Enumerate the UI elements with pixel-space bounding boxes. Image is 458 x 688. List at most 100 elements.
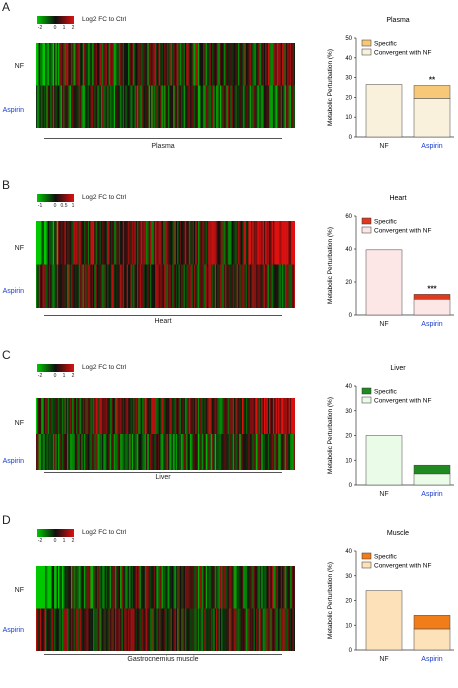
heatmap-cell-nf — [285, 43, 288, 86]
heatmap-cell-nf — [96, 43, 99, 86]
heatmap-cell-aspirin — [113, 434, 116, 470]
heatmap-cell-nf — [232, 43, 235, 86]
heatmap-cell-aspirin — [205, 264, 208, 308]
heatmap-cell-aspirin — [291, 85, 293, 128]
heatmap-cell-aspirin — [262, 264, 265, 308]
heatmap-cell-aspirin — [52, 434, 55, 470]
scale-tick: 1 — [62, 25, 66, 31]
heatmap-cell-nf — [76, 398, 78, 434]
heatmap-cell-nf — [61, 43, 64, 86]
heatmap-cell-aspirin — [135, 85, 138, 128]
heatmap-cell-aspirin — [95, 264, 98, 308]
heatmap-cell-aspirin — [271, 85, 274, 128]
heatmap-cell-nf — [120, 43, 122, 86]
heatmap-cell-aspirin — [46, 264, 49, 308]
heatmap-cell-nf — [76, 43, 78, 86]
heatmap-cell-nf — [85, 43, 87, 86]
heatmap-cell-nf — [288, 566, 291, 609]
heatmap-cell-nf — [140, 221, 143, 265]
heatmap-cell-aspirin — [221, 608, 223, 651]
heatmap-cell-aspirin — [73, 608, 76, 651]
heatmap-cell-nf — [197, 43, 200, 86]
heatmap-cell-nf — [174, 398, 177, 434]
heatmap-cell-aspirin — [47, 434, 50, 470]
legend-swatch — [361, 217, 372, 225]
heatmap-cell-aspirin — [111, 608, 113, 651]
heatmap-cell-aspirin — [238, 608, 240, 651]
heatmap-cell-nf — [287, 43, 289, 86]
heatmap-cell-nf — [104, 43, 107, 86]
heatmap-cell-aspirin — [169, 434, 172, 470]
heatmap-cell-aspirin — [261, 264, 264, 308]
heatmap-cell-aspirin — [54, 434, 56, 470]
heatmap-cell-aspirin — [216, 264, 218, 308]
heatmap-cell-aspirin — [109, 434, 112, 470]
heatmap-cell-aspirin — [190, 608, 192, 651]
heatmap-cell-aspirin — [247, 434, 249, 470]
heatmap-cell-aspirin — [293, 608, 295, 651]
heatmap-cell-nf — [48, 566, 51, 609]
heatmap-cell-nf — [86, 398, 89, 434]
heatmap-cell-nf — [41, 221, 43, 265]
heatmap-cell-nf — [56, 398, 59, 434]
heatmap-cell-aspirin — [236, 264, 239, 308]
heatmap-cell-nf — [87, 566, 90, 609]
heatmap-cell-aspirin — [174, 264, 177, 308]
heatmap-cell-nf — [142, 43, 144, 86]
heatmap-cell-nf — [153, 43, 156, 86]
heatmap-cell-nf — [100, 221, 103, 265]
heatmap-cell-nf — [69, 566, 72, 609]
heatmap-cell-aspirin — [64, 608, 67, 651]
heatmap-cell-aspirin — [174, 85, 177, 128]
heatmap-cell-aspirin — [116, 264, 118, 308]
heatmap-cell-nf — [69, 398, 72, 434]
heatmap-cell-nf — [214, 566, 217, 609]
heatmap-cell-aspirin — [263, 434, 266, 470]
heatmap-cell-nf — [144, 43, 147, 86]
heatmap-cell-aspirin — [157, 608, 160, 651]
row-label-aspirin: Aspirin — [2, 627, 24, 634]
heatmap-cell-aspirin — [41, 85, 43, 128]
heatmap-cell-nf — [65, 43, 68, 86]
heatmap-cell-nf — [50, 398, 52, 434]
heatmap-cell-nf — [171, 566, 174, 609]
heatmap-cell-aspirin — [127, 264, 130, 308]
heatmap-cell-aspirin — [96, 264, 99, 308]
heatmap-cell-aspirin — [209, 434, 212, 470]
heatmap-cell-aspirin — [171, 264, 174, 308]
heatmap-cell-nf — [195, 566, 197, 609]
heatmap-cell-nf — [235, 566, 238, 609]
heatmap-cell-nf — [112, 221, 115, 265]
heatmap-cell-aspirin — [201, 434, 204, 470]
heatmap-cell-nf — [232, 398, 235, 434]
heatmap-cell-nf — [179, 43, 182, 86]
heatmap-cell-aspirin — [283, 608, 286, 651]
heatmap-cell-nf — [64, 566, 67, 609]
heatmap-cell-nf — [203, 221, 205, 265]
heatmap-cell-nf — [74, 43, 77, 86]
heatmap-cell-aspirin — [248, 264, 251, 308]
heatmap-cell-aspirin — [267, 608, 270, 651]
heatmap-cell-aspirin — [164, 85, 166, 128]
heatmap-cell-nf — [148, 221, 151, 265]
heatmap-cell-aspirin — [129, 608, 131, 651]
heatmap-cell-aspirin — [80, 85, 82, 128]
heatmap-cell-nf — [183, 398, 186, 434]
heatmap-cell-aspirin — [82, 85, 85, 128]
heatmap-cell-nf — [184, 43, 187, 86]
x-tick-label: Aspirin — [421, 656, 443, 663]
heatmap-cell-nf — [196, 221, 199, 265]
heatmap-cell-nf — [188, 398, 191, 434]
heatmap-cell-aspirin — [91, 85, 94, 128]
heatmap-cell-aspirin — [254, 608, 257, 651]
significance-annotation: ** — [429, 76, 436, 85]
tissue-underline — [44, 472, 282, 473]
heatmap-cell-nf — [43, 221, 46, 265]
heatmap-cell-nf — [191, 43, 194, 86]
heatmap-cell-aspirin — [134, 85, 137, 128]
heatmap-cell-nf — [235, 398, 238, 434]
heatmap-cell-aspirin — [193, 434, 196, 470]
heatmap-cell-aspirin — [142, 85, 144, 128]
heatmap-cell-aspirin — [266, 608, 269, 651]
heatmap-cell-aspirin — [225, 608, 227, 651]
